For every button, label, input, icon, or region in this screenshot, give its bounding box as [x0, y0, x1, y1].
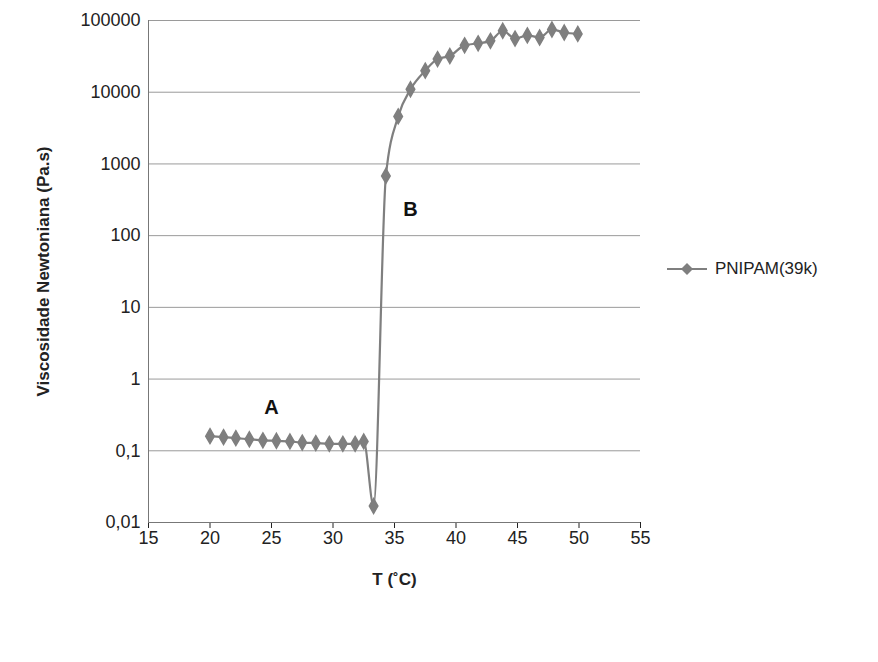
svg-text:50: 50 [569, 528, 589, 548]
svg-text:0,01: 0,01 [105, 512, 140, 532]
svg-text:35: 35 [384, 528, 404, 548]
svg-text:15: 15 [138, 528, 158, 548]
svg-text:25: 25 [261, 528, 281, 548]
svg-text:20: 20 [200, 528, 220, 548]
html-text:PNIPAM(39k): PNIPAM(39k) [715, 259, 818, 278]
svg-text:100000: 100000 [80, 10, 140, 30]
svg-text:45: 45 [507, 528, 527, 548]
svg-text:B: B [403, 198, 417, 220]
svg-text:100: 100 [110, 225, 140, 245]
svg-text:40: 40 [446, 528, 466, 548]
svg-text:Viscosidade Newtoniana (Pa.s): Viscosidade Newtoniana (Pa.s) [34, 146, 53, 396]
svg-text:55: 55 [630, 528, 650, 548]
svg-text:1000: 1000 [100, 154, 140, 174]
svg-text:1: 1 [130, 369, 140, 389]
svg-text:A: A [264, 396, 278, 418]
svg-text:30: 30 [323, 528, 343, 548]
svg-text:0,1: 0,1 [115, 441, 140, 461]
svg-text:10000: 10000 [90, 82, 140, 102]
svg-text:10: 10 [120, 297, 140, 317]
svg-text:T (˚C): T (˚C) [372, 570, 416, 589]
